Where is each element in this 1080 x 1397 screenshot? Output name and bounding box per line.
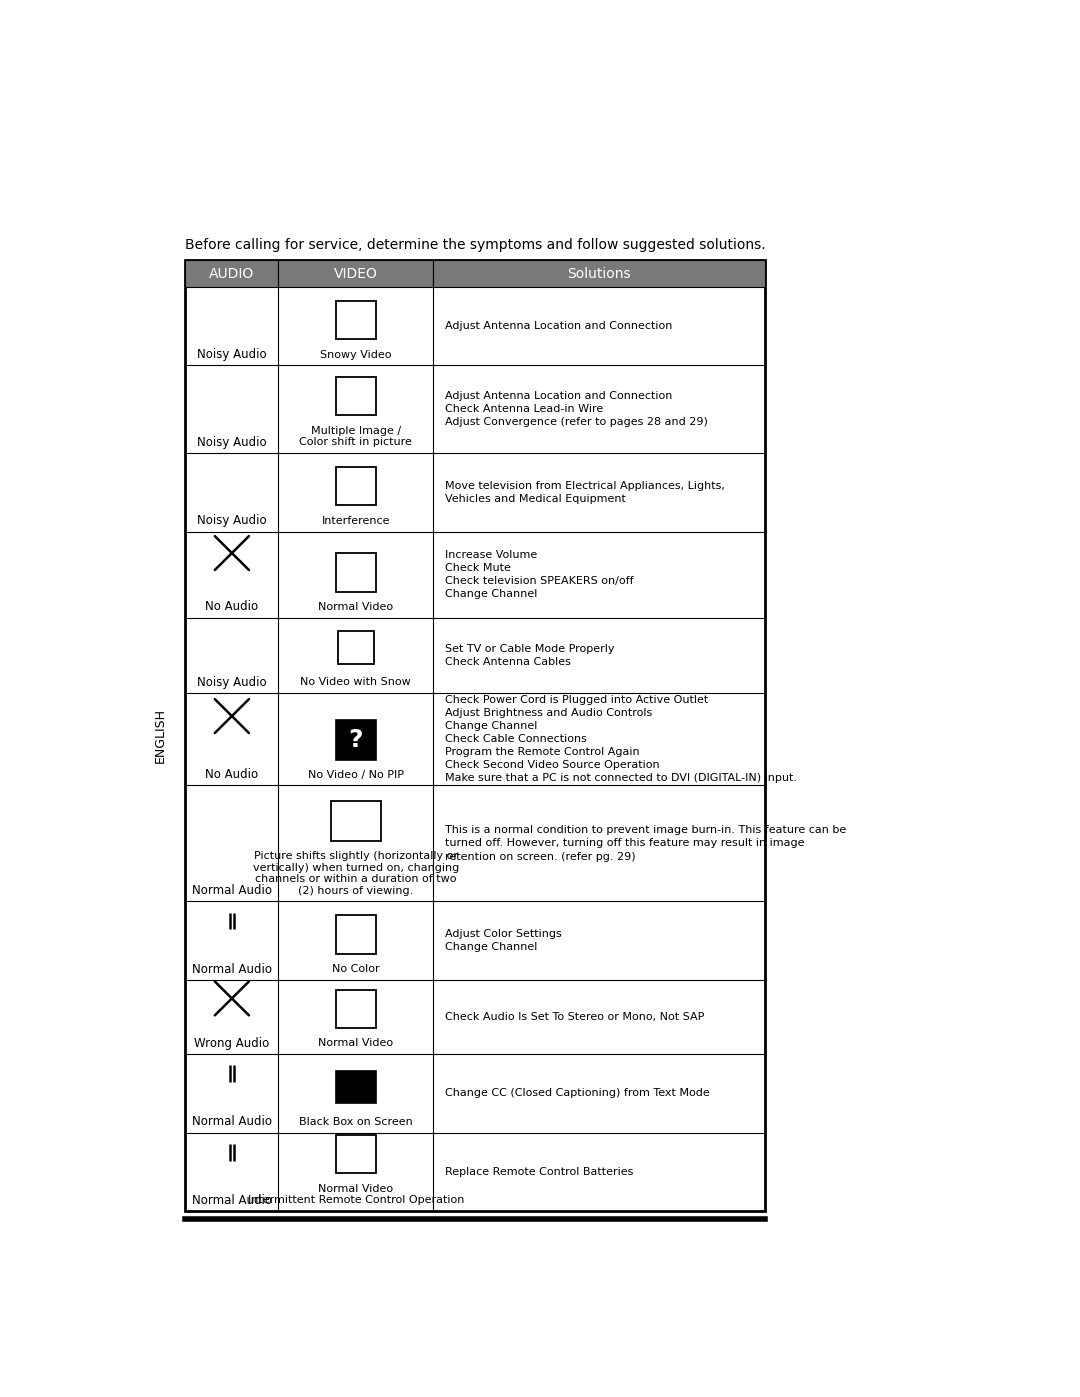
Text: Replace Remote Control Batteries: Replace Remote Control Batteries bbox=[445, 1166, 633, 1176]
Text: Adjust Brightness and Audio Controls: Adjust Brightness and Audio Controls bbox=[445, 708, 652, 718]
Text: Normal Audio: Normal Audio bbox=[192, 884, 272, 897]
Text: Change Channel: Change Channel bbox=[445, 721, 538, 731]
FancyBboxPatch shape bbox=[336, 377, 376, 415]
Text: retention on screen. (refer pg. 29): retention on screen. (refer pg. 29) bbox=[445, 852, 636, 862]
Text: Noisy Audio: Noisy Audio bbox=[197, 348, 267, 360]
Text: This is a normal condition to prevent image burn-in. This feature can be: This is a normal condition to prevent im… bbox=[445, 826, 847, 835]
Text: Before calling for service, determine the symptoms and follow suggested solution: Before calling for service, determine th… bbox=[185, 237, 766, 251]
Text: Adjust Convergence (refer to pages 28 and 29): Adjust Convergence (refer to pages 28 an… bbox=[445, 418, 707, 427]
Text: AUDIO: AUDIO bbox=[210, 267, 255, 281]
Text: turned off. However, turning off this feature may result in image: turned off. However, turning off this fe… bbox=[445, 838, 805, 848]
FancyBboxPatch shape bbox=[336, 915, 376, 954]
FancyBboxPatch shape bbox=[336, 300, 376, 339]
Text: Check Cable Connections: Check Cable Connections bbox=[445, 735, 586, 745]
FancyBboxPatch shape bbox=[336, 1134, 376, 1173]
Text: Noisy Audio: Noisy Audio bbox=[197, 514, 267, 527]
Text: No Color: No Color bbox=[332, 964, 380, 974]
Text: ?: ? bbox=[349, 728, 363, 752]
Text: Wrong Audio: Wrong Audio bbox=[194, 1037, 270, 1051]
Text: Noisy Audio: Noisy Audio bbox=[197, 676, 267, 689]
Text: Move television from Electrical Appliances, Lights,: Move television from Electrical Applianc… bbox=[445, 481, 725, 490]
Text: Adjust Antenna Location and Connection: Adjust Antenna Location and Connection bbox=[445, 391, 673, 401]
Text: Color shift in picture: Color shift in picture bbox=[299, 437, 413, 447]
Text: Check Audio Is Set To Stereo or Mono, Not SAP: Check Audio Is Set To Stereo or Mono, No… bbox=[445, 1011, 704, 1023]
Text: Change CC (Closed Captioning) from Text Mode: Change CC (Closed Captioning) from Text … bbox=[445, 1088, 710, 1098]
Text: Check Mute: Check Mute bbox=[445, 563, 511, 573]
Text: Check Power Cord is Plugged into Active Outlet: Check Power Cord is Plugged into Active … bbox=[445, 694, 708, 705]
Text: Solutions: Solutions bbox=[567, 267, 631, 281]
Text: No Video with Snow: No Video with Snow bbox=[300, 678, 411, 687]
Text: Vehicles and Medical Equipment: Vehicles and Medical Equipment bbox=[445, 495, 626, 504]
Text: ENGLISH: ENGLISH bbox=[153, 708, 166, 763]
Text: Check Antenna Cables: Check Antenna Cables bbox=[445, 657, 571, 666]
Text: (2) hours of viewing.: (2) hours of viewing. bbox=[298, 886, 414, 895]
Text: vertically) when turned on, changing: vertically) when turned on, changing bbox=[253, 862, 459, 873]
Text: Normal Audio: Normal Audio bbox=[192, 1193, 272, 1207]
Text: Check Antenna Lead-in Wire: Check Antenna Lead-in Wire bbox=[445, 404, 604, 415]
Text: Program the Remote Control Again: Program the Remote Control Again bbox=[445, 747, 639, 757]
Text: Normal Video: Normal Video bbox=[319, 602, 393, 612]
FancyBboxPatch shape bbox=[186, 260, 279, 286]
Text: Normal Video: Normal Video bbox=[319, 1038, 393, 1049]
FancyBboxPatch shape bbox=[336, 553, 376, 591]
Text: No Audio: No Audio bbox=[205, 601, 258, 613]
Text: Check Second Video Source Operation: Check Second Video Source Operation bbox=[445, 760, 660, 770]
Text: Intermittent Remote Control Operation: Intermittent Remote Control Operation bbox=[247, 1196, 464, 1206]
Text: VIDEO: VIDEO bbox=[334, 267, 378, 281]
FancyBboxPatch shape bbox=[336, 467, 376, 506]
Text: Change Channel: Change Channel bbox=[445, 942, 538, 953]
Text: Black Box on Screen: Black Box on Screen bbox=[299, 1116, 413, 1127]
Text: No Video / No PIP: No Video / No PIP bbox=[308, 770, 404, 780]
Text: Set TV or Cable Mode Properly: Set TV or Cable Mode Properly bbox=[445, 644, 615, 654]
Text: Adjust Color Settings: Adjust Color Settings bbox=[445, 929, 562, 939]
FancyBboxPatch shape bbox=[338, 631, 374, 664]
Text: channels or within a duration of two: channels or within a duration of two bbox=[255, 875, 457, 884]
Text: Picture shifts slightly (horizontally or: Picture shifts slightly (horizontally or bbox=[254, 851, 458, 861]
FancyBboxPatch shape bbox=[433, 260, 765, 286]
Text: Change Channel: Change Channel bbox=[445, 590, 538, 599]
Text: Check television SPEAKERS on/off: Check television SPEAKERS on/off bbox=[445, 576, 634, 587]
Text: Normal Audio: Normal Audio bbox=[192, 1115, 272, 1129]
FancyBboxPatch shape bbox=[279, 260, 433, 286]
Text: No Audio: No Audio bbox=[205, 768, 258, 781]
Text: Normal Audio: Normal Audio bbox=[192, 963, 272, 975]
Text: Snowy Video: Snowy Video bbox=[320, 349, 392, 359]
FancyBboxPatch shape bbox=[336, 719, 376, 760]
Text: Adjust Antenna Location and Connection: Adjust Antenna Location and Connection bbox=[445, 321, 673, 331]
FancyBboxPatch shape bbox=[330, 802, 381, 841]
Text: Make sure that a PC is not connected to DVI (DIGITAL-IN) input.: Make sure that a PC is not connected to … bbox=[445, 774, 797, 784]
Text: Normal Video: Normal Video bbox=[319, 1183, 393, 1193]
Text: Multiple Image /: Multiple Image / bbox=[311, 426, 401, 436]
FancyBboxPatch shape bbox=[336, 989, 376, 1028]
Text: Interference: Interference bbox=[322, 515, 390, 525]
Text: Increase Volume: Increase Volume bbox=[445, 550, 537, 560]
Text: Noisy Audio: Noisy Audio bbox=[197, 436, 267, 448]
FancyBboxPatch shape bbox=[336, 1071, 376, 1104]
